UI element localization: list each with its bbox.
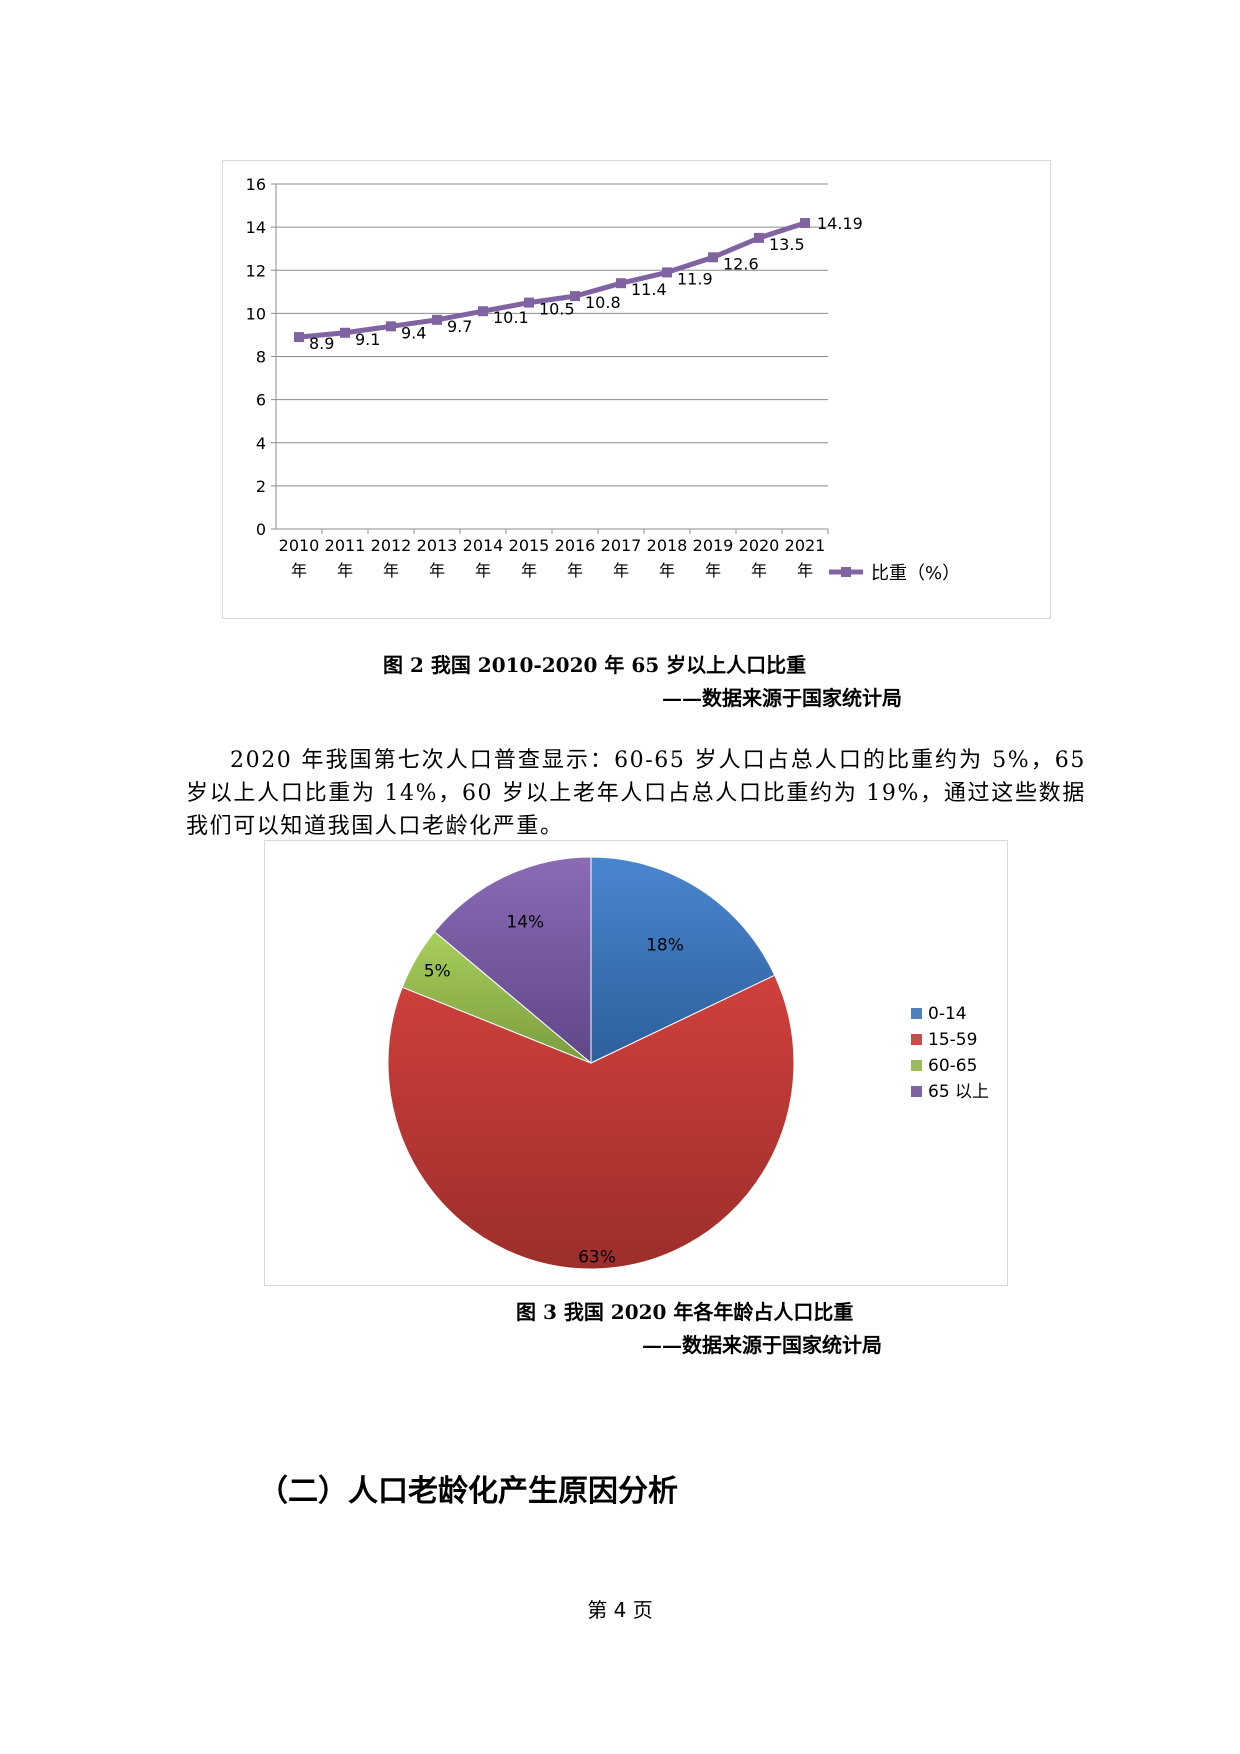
x-tick-label: 2011 年 — [325, 536, 366, 580]
data-label: 9.7 — [447, 317, 472, 336]
slice-label: 18% — [646, 936, 684, 956]
data-label: 9.4 — [401, 323, 426, 342]
pie-slice — [387, 974, 795, 1270]
x-tick-label: 2015 年 — [509, 536, 550, 580]
legend-label: 0-14 — [928, 1004, 967, 1024]
y-tick-label: 2 — [256, 477, 266, 496]
data-point — [478, 306, 488, 317]
data-point — [754, 232, 764, 243]
data-point — [386, 321, 396, 332]
x-tick-label: 2014 年 — [463, 536, 504, 580]
x-tick-label: 2017 年 — [601, 536, 642, 580]
pie-slice — [433, 856, 592, 1065]
data-label: 11.4 — [631, 280, 667, 299]
legend-swatch — [911, 1060, 922, 1071]
figure-2-caption: 图 2 我国 2010-2020 年 65 岁以上人口比重 — [383, 653, 807, 677]
data-point — [708, 252, 718, 263]
data-point — [524, 297, 534, 308]
data-point — [294, 332, 304, 343]
legend-swatch — [911, 1008, 922, 1019]
x-tick-label: 2021 年 — [785, 536, 826, 580]
y-tick-label: 14 — [246, 218, 266, 237]
legend-marker — [841, 567, 851, 577]
section-heading: （二）人口老龄化产生原因分析 — [258, 1474, 678, 1509]
pie-chart: 18% 63% 5% 14% 0-14 15-59 60-65 65 以上 — [264, 840, 1008, 1286]
x-tick-label: 2016 年 — [555, 536, 596, 580]
slice-label: 63% — [578, 1248, 616, 1268]
y-tick-label: 10 — [246, 304, 266, 323]
data-point — [800, 218, 810, 229]
y-tick-label: 6 — [256, 391, 266, 410]
x-tick-label: 2012 年 — [371, 536, 412, 580]
figure-2-source: ——数据来源于国家统计局 — [662, 686, 902, 710]
figure-3-caption: 图 3 我国 2020 年各年龄占人口比重 — [516, 1300, 854, 1324]
legend-swatch — [911, 1086, 922, 1097]
data-point — [432, 314, 442, 325]
legend-label: 15-59 — [928, 1030, 977, 1050]
data-label: 13.5 — [769, 235, 805, 254]
y-tick-label: 4 — [256, 434, 266, 453]
data-label: 14.19 — [817, 214, 863, 233]
x-tick-label: 2010 年 — [279, 536, 320, 580]
legend-label: 比重（%） — [871, 563, 960, 584]
x-tick-label: 2019 年 — [693, 536, 734, 580]
data-label: 9.1 — [355, 330, 380, 349]
data-label: 10.8 — [585, 293, 621, 312]
body-paragraph: 2020 年我国第七次人口普查显示：60-65 岁人口占总人口的比重约为 5%，… — [186, 748, 1086, 839]
data-point — [340, 327, 350, 338]
y-tick-label: 0 — [256, 520, 266, 539]
data-label: 11.9 — [677, 269, 713, 288]
pie-slice — [590, 856, 776, 1064]
data-point — [662, 267, 672, 278]
data-label: 8.9 — [309, 334, 334, 353]
figure-3-source: ——数据来源于国家统计局 — [642, 1333, 882, 1357]
legend-label: 60-65 — [928, 1056, 977, 1076]
slice-label: 5% — [424, 962, 451, 982]
data-label: 10.5 — [539, 300, 575, 319]
data-label: 12.6 — [723, 254, 759, 273]
data-label: 10.1 — [493, 308, 529, 327]
x-tick-label: 2013 年 — [417, 536, 458, 580]
legend-label: 65 以上 — [928, 1082, 989, 1102]
y-tick-label: 8 — [256, 348, 266, 367]
line-chart: 0 2 4 6 8 10 12 14 16 2010 年 2011 年 2012 年 2013 年 2014 年 2… — [222, 160, 1051, 619]
slice-label: 14% — [506, 912, 544, 932]
data-point — [570, 291, 580, 302]
pie-chart-svg: 18% 63% 5% 14% 0-14 15-59 60-65 65 以上 — [387, 856, 989, 1270]
series-line — [298, 220, 806, 340]
y-tick-label: 16 — [246, 175, 266, 194]
x-tick-label: 2018 年 — [647, 536, 688, 580]
x-tick-label: 2020 年 — [739, 536, 780, 580]
legend-swatch — [911, 1034, 922, 1045]
y-tick-label: 12 — [246, 261, 266, 280]
page-number: 第 4 页 — [587, 1598, 653, 1622]
data-point — [616, 278, 626, 289]
